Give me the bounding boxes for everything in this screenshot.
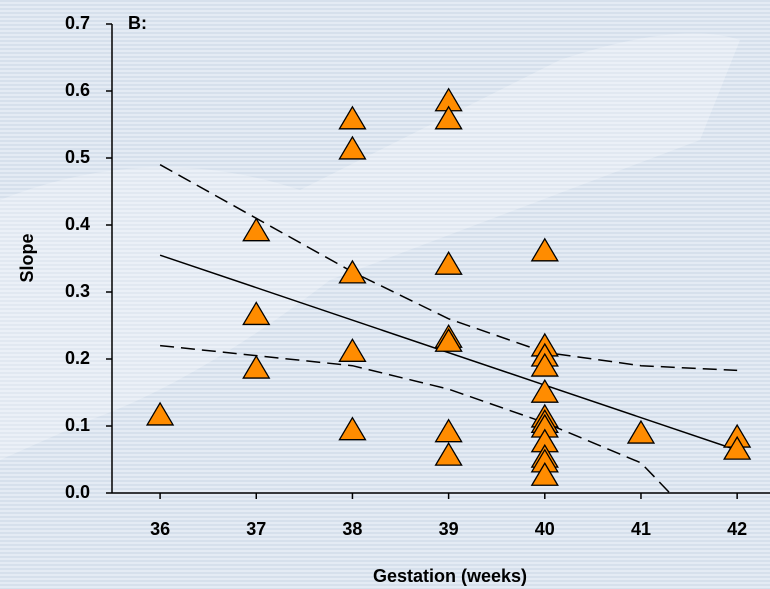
fit-line bbox=[159, 254, 738, 451]
x-axis-label: Gestation (weeks) bbox=[373, 566, 527, 586]
x-tick-label: 36 bbox=[150, 519, 170, 539]
y-tick-label: 0.2 bbox=[65, 348, 90, 368]
point bbox=[242, 354, 271, 379]
x-tick-label: 41 bbox=[631, 519, 651, 539]
point bbox=[723, 435, 752, 460]
point bbox=[530, 461, 559, 486]
x-tick-label: 42 bbox=[727, 519, 747, 539]
y-tick-label: 0.0 bbox=[65, 482, 90, 502]
point bbox=[242, 301, 271, 326]
y-tick-label: 0.3 bbox=[65, 281, 90, 301]
point bbox=[338, 416, 367, 441]
x-tick-label: 37 bbox=[246, 519, 266, 539]
y-tick-label: 0.5 bbox=[65, 147, 90, 167]
background-shape bbox=[0, 33, 740, 460]
point bbox=[626, 419, 656, 444]
point bbox=[434, 105, 463, 130]
annotation: B: bbox=[128, 13, 147, 33]
point bbox=[530, 378, 559, 403]
point bbox=[434, 327, 463, 352]
point bbox=[338, 135, 367, 160]
point bbox=[338, 105, 367, 130]
point bbox=[530, 237, 559, 262]
point bbox=[242, 217, 271, 242]
y-axis-label: Slope bbox=[17, 233, 37, 282]
y-tick-label: 0.6 bbox=[65, 80, 90, 100]
point bbox=[338, 259, 367, 284]
point bbox=[434, 441, 463, 466]
y-tick-label: 0.7 bbox=[65, 13, 90, 33]
point bbox=[145, 401, 175, 426]
x-tick-label: 39 bbox=[439, 519, 459, 539]
point bbox=[338, 338, 367, 362]
point bbox=[434, 418, 463, 443]
x-tick-label: 40 bbox=[535, 519, 555, 539]
x-tick-label: 38 bbox=[342, 519, 362, 539]
y-tick-label: 0.4 bbox=[65, 214, 90, 234]
y-tick-label: 0.1 bbox=[65, 415, 90, 435]
point bbox=[434, 250, 463, 275]
point bbox=[530, 352, 559, 377]
